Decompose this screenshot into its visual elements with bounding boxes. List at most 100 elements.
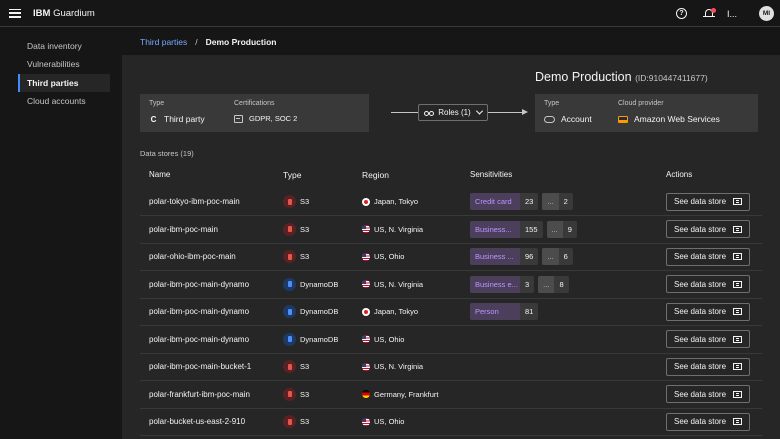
see-data-store-button[interactable]: See data store xyxy=(666,247,750,266)
user-menu[interactable]: I... xyxy=(726,8,737,19)
data-store-region: US, N. Virginia xyxy=(362,225,423,234)
table-row[interactable]: polar-tokyo-ibm-poc-main S3 Japan, Tokyo Cr… xyxy=(140,188,762,216)
cloud-icon xyxy=(544,115,555,123)
table-row[interactable]: polar-ibm-poc-main S3 US, N. Virginia Busin… xyxy=(140,216,762,244)
us-flag-icon xyxy=(362,335,370,344)
sidebar-item-vulnerabilities[interactable]: Vulnerabilities xyxy=(27,59,80,70)
data-store-type-text: DynamoDB xyxy=(300,279,339,289)
more-sensitivities-tag[interactable]: ... 2 xyxy=(542,193,573,211)
sensitivity-tag[interactable]: Credit card 23 xyxy=(470,193,539,211)
data-store-type: DynamoDB xyxy=(283,305,339,319)
data-store-region: US, N. Virginia xyxy=(362,280,423,289)
table-row[interactable]: polar-ibm-poc-main-dynamo DynamoDB Japan, … xyxy=(140,298,762,326)
sensitivity-tag[interactable]: Business... 155 xyxy=(470,220,543,238)
actions-cell: See data store xyxy=(666,330,750,349)
sensitivities-cell: Business e... 3... 8 xyxy=(470,275,569,293)
type-label: Type xyxy=(149,100,165,107)
table-row[interactable]: polar-bucket-us-east-2-910 S3 US, Ohio See … xyxy=(140,408,762,436)
data-store-type: DynamoDB xyxy=(283,332,338,346)
sensitivity-name: Business ... xyxy=(470,248,520,266)
us-flag-icon xyxy=(362,280,370,289)
avatar[interactable]: MI xyxy=(759,6,774,21)
more-sensitivities-count: 8 xyxy=(559,279,564,289)
open-panel-icon xyxy=(733,335,742,343)
breadcrumb-third-parties-link[interactable]: Third parties xyxy=(140,36,188,47)
data-store-region-text: US, Ohio xyxy=(374,417,405,427)
connector-arrow-icon xyxy=(522,109,528,115)
open-panel-icon xyxy=(733,280,742,288)
help-icon[interactable]: ? xyxy=(675,8,687,19)
cloud-provider-value: Amazon Web Services xyxy=(618,114,720,124)
table-row[interactable]: polar-ohio-ibm-poc-main S3 US, Ohio Busines… xyxy=(140,243,762,271)
sidebar-item-cloud-accounts[interactable]: Cloud accounts xyxy=(27,95,86,106)
open-panel-icon xyxy=(733,253,742,261)
actions-cell: See data store xyxy=(666,220,750,239)
notification-bell-icon[interactable] xyxy=(702,7,716,20)
more-sensitivities-count: 9 xyxy=(567,224,572,234)
data-store-type: S3 xyxy=(283,387,309,401)
see-data-store-button[interactable]: See data store xyxy=(666,412,750,431)
top-right-actions: ? I... MI xyxy=(675,0,780,27)
s3-bucket-icon xyxy=(283,195,296,209)
see-data-store-label: See data store xyxy=(674,362,727,372)
data-store-region: US, Ohio xyxy=(362,252,404,261)
sensitivity-tag[interactable]: Business e... 3 xyxy=(470,275,535,293)
table-row[interactable]: polar-frankfurt-ibm-poc-main S3 Germany, F… xyxy=(140,381,762,409)
data-store-name: polar-ohio-ibm-poc-main xyxy=(149,252,236,262)
table-header: Name Type Region Sensitivities Actions xyxy=(140,161,762,189)
data-store-name: polar-ibm-poc-main-dynamo xyxy=(149,307,250,317)
sensitivity-tag[interactable]: Business ... 96 xyxy=(470,248,539,266)
data-stores-table: Name Type Region Sensitivities Actions p… xyxy=(140,161,762,436)
data-store-type-text: S3 xyxy=(300,417,310,427)
data-store-type-text: DynamoDB xyxy=(300,307,339,317)
roles-dropdown-button[interactable]: Roles (1) xyxy=(418,104,488,121)
data-store-region-text: US, N. Virginia xyxy=(374,224,424,234)
column-header-name[interactable]: Name xyxy=(149,170,171,180)
data-store-region: Germany, Frankfurt xyxy=(362,390,438,399)
see-data-store-button[interactable]: See data store xyxy=(666,330,750,349)
certifications-label: Certifications xyxy=(234,100,275,107)
more-sensitivities-tag[interactable]: ... 9 xyxy=(546,220,577,238)
table-row[interactable]: polar-ibm-poc-main-dynamo DynamoDB US, Ohi… xyxy=(140,326,762,354)
column-header-type[interactable]: Type xyxy=(283,169,302,180)
third-party-card: Type C Third party Certifications GDPR, … xyxy=(140,94,369,132)
data-store-region: US, Ohio xyxy=(362,417,404,426)
more-sensitivities-label: ... xyxy=(538,275,555,293)
more-sensitivities-tag[interactable]: ... 8 xyxy=(538,275,569,293)
top-bar: IBM Guardium ? I... MI xyxy=(0,0,780,27)
see-data-store-button[interactable]: See data store xyxy=(666,357,750,376)
data-store-type-text: S3 xyxy=(300,362,310,372)
sidebar-item-third-parties[interactable]: Third parties xyxy=(18,73,110,92)
data-store-name: polar-bucket-us-east-2-910 xyxy=(149,417,246,427)
more-sensitivities-tag[interactable]: ... 6 xyxy=(542,248,573,266)
sensitivity-count: 155 xyxy=(525,224,538,234)
table-row[interactable]: polar-ibm-poc-main-dynamo DynamoDB US, N. … xyxy=(140,271,762,299)
sensitivity-name: Credit card xyxy=(470,193,520,211)
see-data-store-button[interactable]: See data store xyxy=(666,302,750,321)
hamburger-menu-icon[interactable] xyxy=(9,8,21,18)
data-store-region-text: US, N. Virginia xyxy=(374,362,424,372)
data-stores-count: Data stores (19) xyxy=(140,149,194,158)
table-row[interactable]: polar-ibm-poc-main-bucket-1 S3 US, N. Virg… xyxy=(140,353,762,381)
see-data-store-label: See data store xyxy=(674,389,727,399)
actions-cell: See data store xyxy=(666,275,750,294)
us-flag-icon xyxy=(362,362,370,371)
see-data-store-button[interactable]: See data store xyxy=(666,192,750,211)
brand-name[interactable]: IBM Guardium xyxy=(33,8,95,19)
breadcrumb-separator: / xyxy=(195,36,198,47)
cloud-type-value: Account xyxy=(544,114,592,124)
column-header-sensitivities[interactable]: Sensitivities xyxy=(470,170,513,180)
data-store-name: polar-frankfurt-ibm-poc-main xyxy=(149,389,250,399)
sidebar-item-data-inventory[interactable]: Data inventory xyxy=(27,41,82,51)
see-data-store-button[interactable]: See data store xyxy=(666,385,750,404)
see-data-store-label: See data store xyxy=(674,334,727,344)
see-data-store-button[interactable]: See data store xyxy=(666,275,750,294)
see-data-store-label: See data store xyxy=(674,224,727,234)
dynamodb-icon xyxy=(283,305,296,319)
roles-label: Roles (1) xyxy=(438,108,471,117)
column-header-region[interactable]: Region xyxy=(362,169,389,180)
data-store-region: Japan, Tokyo xyxy=(362,197,418,206)
see-data-store-button[interactable]: See data store xyxy=(666,220,750,239)
sensitivities-cell: Credit card 23... 2 xyxy=(470,193,573,211)
sensitivity-tag[interactable]: Person 81 xyxy=(470,303,539,321)
